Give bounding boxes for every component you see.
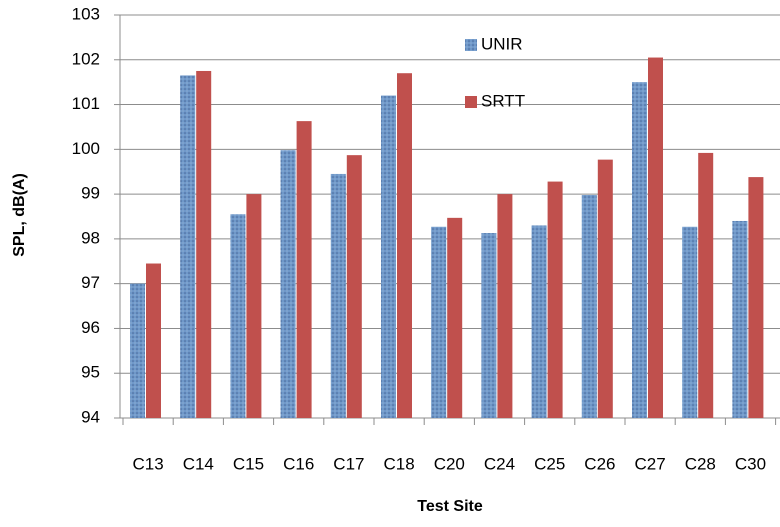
- bar-texture: [330, 173, 346, 418]
- y-tick-label: 97: [81, 273, 100, 292]
- bar-texture: [180, 75, 196, 418]
- x-axis-title: Test Site: [417, 498, 483, 515]
- bar: [346, 155, 362, 418]
- bar: [196, 70, 212, 418]
- x-tick-label: C30: [735, 454, 766, 473]
- bar: [397, 73, 412, 418]
- bar: [698, 152, 714, 418]
- bar-texture: [682, 226, 698, 418]
- y-tick-label: 95: [81, 363, 100, 382]
- x-tick-label: C16: [283, 454, 314, 473]
- x-tick-label: C25: [534, 454, 565, 473]
- legend-label: SRTT: [481, 91, 525, 110]
- x-tick-label: C28: [685, 454, 716, 473]
- bar-texture: [732, 220, 748, 418]
- x-tick-label: C13: [133, 454, 164, 473]
- bar-texture: [280, 150, 296, 418]
- x-tick-label: C15: [233, 454, 264, 473]
- x-tick-label: C17: [333, 454, 364, 473]
- y-tick-label: 102: [72, 49, 100, 68]
- bar-texture: [381, 95, 396, 418]
- y-tick-label: 100: [72, 139, 100, 158]
- bar-texture: [531, 225, 547, 418]
- legend-swatch-texture: [465, 39, 477, 51]
- x-tick-label: C26: [584, 454, 615, 473]
- y-axis-title: SPL, dB(A): [11, 173, 28, 257]
- legend-swatch: [465, 96, 477, 108]
- bar-texture: [481, 233, 497, 418]
- bar: [648, 57, 663, 419]
- bar: [246, 194, 262, 418]
- bar-texture: [431, 226, 447, 418]
- bar: [146, 263, 161, 418]
- bar-texture: [130, 283, 145, 418]
- bar: [547, 181, 563, 418]
- x-tick-label: C27: [635, 454, 666, 473]
- y-tick-label: 99: [81, 184, 100, 203]
- y-tick-label: 103: [72, 4, 100, 23]
- x-tick-label: C24: [484, 454, 515, 473]
- bar: [497, 194, 513, 418]
- bar: [447, 217, 463, 418]
- y-tick-label: 96: [81, 318, 100, 337]
- y-tick-label: 94: [81, 407, 100, 426]
- legend-label: UNIR: [481, 34, 523, 53]
- bar: [296, 121, 312, 418]
- x-tick-label: C14: [183, 454, 214, 473]
- y-tick-label: 101: [72, 94, 100, 113]
- bar-texture: [581, 195, 597, 418]
- bar: [597, 159, 613, 419]
- y-tick-label: 98: [81, 228, 100, 247]
- x-tick-label: C20: [434, 454, 465, 473]
- x-tick-label: C18: [384, 454, 415, 473]
- bar: [748, 177, 764, 418]
- bar-texture: [632, 82, 647, 419]
- bar-texture: [230, 214, 246, 418]
